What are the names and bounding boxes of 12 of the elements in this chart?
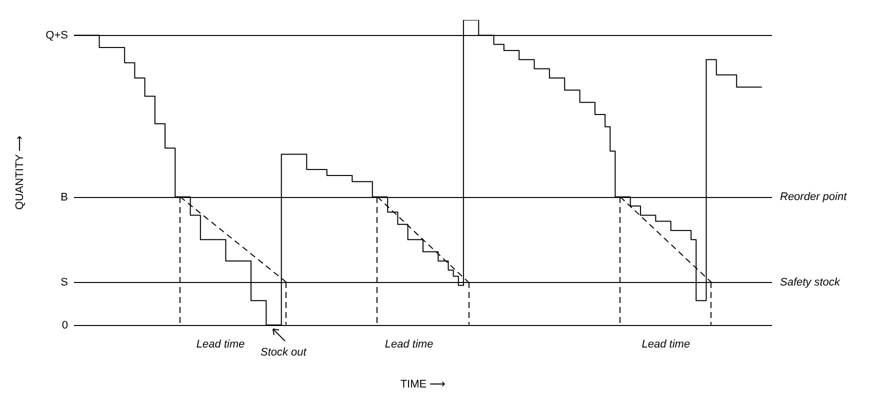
text: Reorder point (780, 190, 848, 203)
ref-line-label: 0 (62, 320, 68, 332)
text: Safety stock (780, 276, 840, 288)
text: Lead time (384, 338, 434, 351)
text: Lead time (196, 338, 245, 351)
ref-line-label: Q+S (46, 30, 68, 42)
y-axis-title: QUANTITY ⟶ (14, 135, 26, 210)
x-axis-title: TIME ⟶ (400, 378, 446, 391)
text: Lead time (642, 338, 690, 351)
ref-line-label: B (60, 192, 68, 204)
text: Stock out (260, 346, 308, 359)
ref-line-label: S (60, 276, 68, 289)
